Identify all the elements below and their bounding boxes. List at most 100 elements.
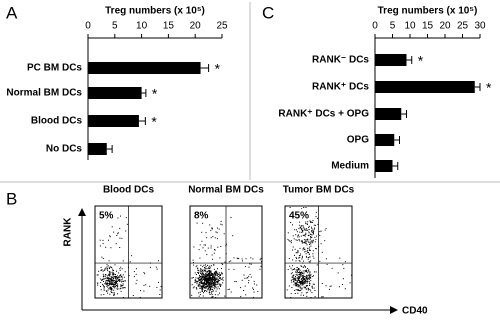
event-dot [209,270,211,272]
event-dot [209,274,211,275]
event-dot [209,278,211,280]
event-dot [109,236,111,238]
event-dot [297,285,299,287]
event-dot [105,246,107,248]
event-dot [260,257,262,259]
event-dot [201,285,203,287]
event-dot [198,249,200,251]
event-dot [245,258,247,260]
event-dot [213,286,215,288]
event-dot [195,266,197,268]
event-dot [155,266,157,268]
dot-cloud [286,207,352,298]
event-dot [312,221,314,223]
event-dot [120,286,122,288]
event-dot [103,278,105,280]
event-dot [199,291,201,293]
event-dot [207,288,209,290]
event-dot [298,271,300,273]
event-dot [214,277,216,279]
event-dot [304,287,306,289]
event-dot [214,284,216,286]
event-dot [308,232,310,234]
event-dot [212,283,214,285]
event-dot [289,207,291,208]
event-dot [299,280,300,282]
event-dot [113,231,115,233]
event-dot [301,278,303,280]
event-dot [201,278,202,280]
event-dot [293,277,295,279]
event-dot [202,266,204,268]
event-dot [198,283,200,285]
event-dot [311,292,313,294]
event-dot [290,240,292,242]
event-dot [216,279,218,281]
event-dot [203,278,205,280]
event-dot [199,279,201,281]
event-dot [307,221,309,223]
event-dot [120,274,122,276]
event-dot [306,241,308,243]
event-dot [304,282,306,283]
event-dot [293,268,294,270]
bar [375,108,402,120]
event-dot [306,282,308,284]
event-dot [291,281,293,283]
event-dot [192,277,194,278]
event-dot [238,257,240,259]
event-dot [103,294,105,295]
event-dot [111,281,113,283]
event-dot [198,295,200,297]
event-dot [210,286,212,288]
event-dot [116,280,118,282]
event-dot [288,258,290,259]
event-dot [310,277,312,279]
event-dot [246,277,248,279]
event-dot [212,296,214,298]
event-dot [110,282,112,284]
event-dot [111,288,113,290]
event-dot [295,289,297,291]
event-dot [298,279,300,281]
event-dot [306,288,308,290]
event-dot [206,272,208,274]
event-dot [216,280,218,282]
event-dot [115,276,117,277]
event-dot [305,276,307,277]
event-dot [208,292,210,294]
event-dot [199,286,201,288]
event-dot [204,283,206,285]
event-dot [212,277,213,278]
event-dot [195,280,197,282]
event-dot [105,284,107,285]
event-dot [302,225,304,227]
event-dot [206,277,208,279]
event-dot [303,227,305,229]
event-dot [109,274,111,276]
event-dot [209,285,211,287]
event-dot [209,288,211,290]
event-dot [241,279,243,281]
event-dot [102,239,104,241]
event-dot [301,265,302,267]
event-dot [214,273,216,275]
event-dot [97,274,99,276]
event-dot [214,294,216,296]
event-dot [217,273,219,275]
event-dot [101,279,103,281]
event-dot [259,268,261,270]
event-dot [214,237,216,239]
event-dot [209,266,211,268]
event-dot [351,274,352,276]
error-bar [401,110,407,118]
event-dot [217,246,219,248]
event-dot [216,272,218,274]
event-dot [198,285,200,286]
plot-title: Blood DCs [103,185,155,196]
event-dot [202,285,204,287]
event-dot [253,280,255,282]
event-dot [102,278,104,280]
event-dot [304,286,306,288]
event-dot [110,282,112,284]
